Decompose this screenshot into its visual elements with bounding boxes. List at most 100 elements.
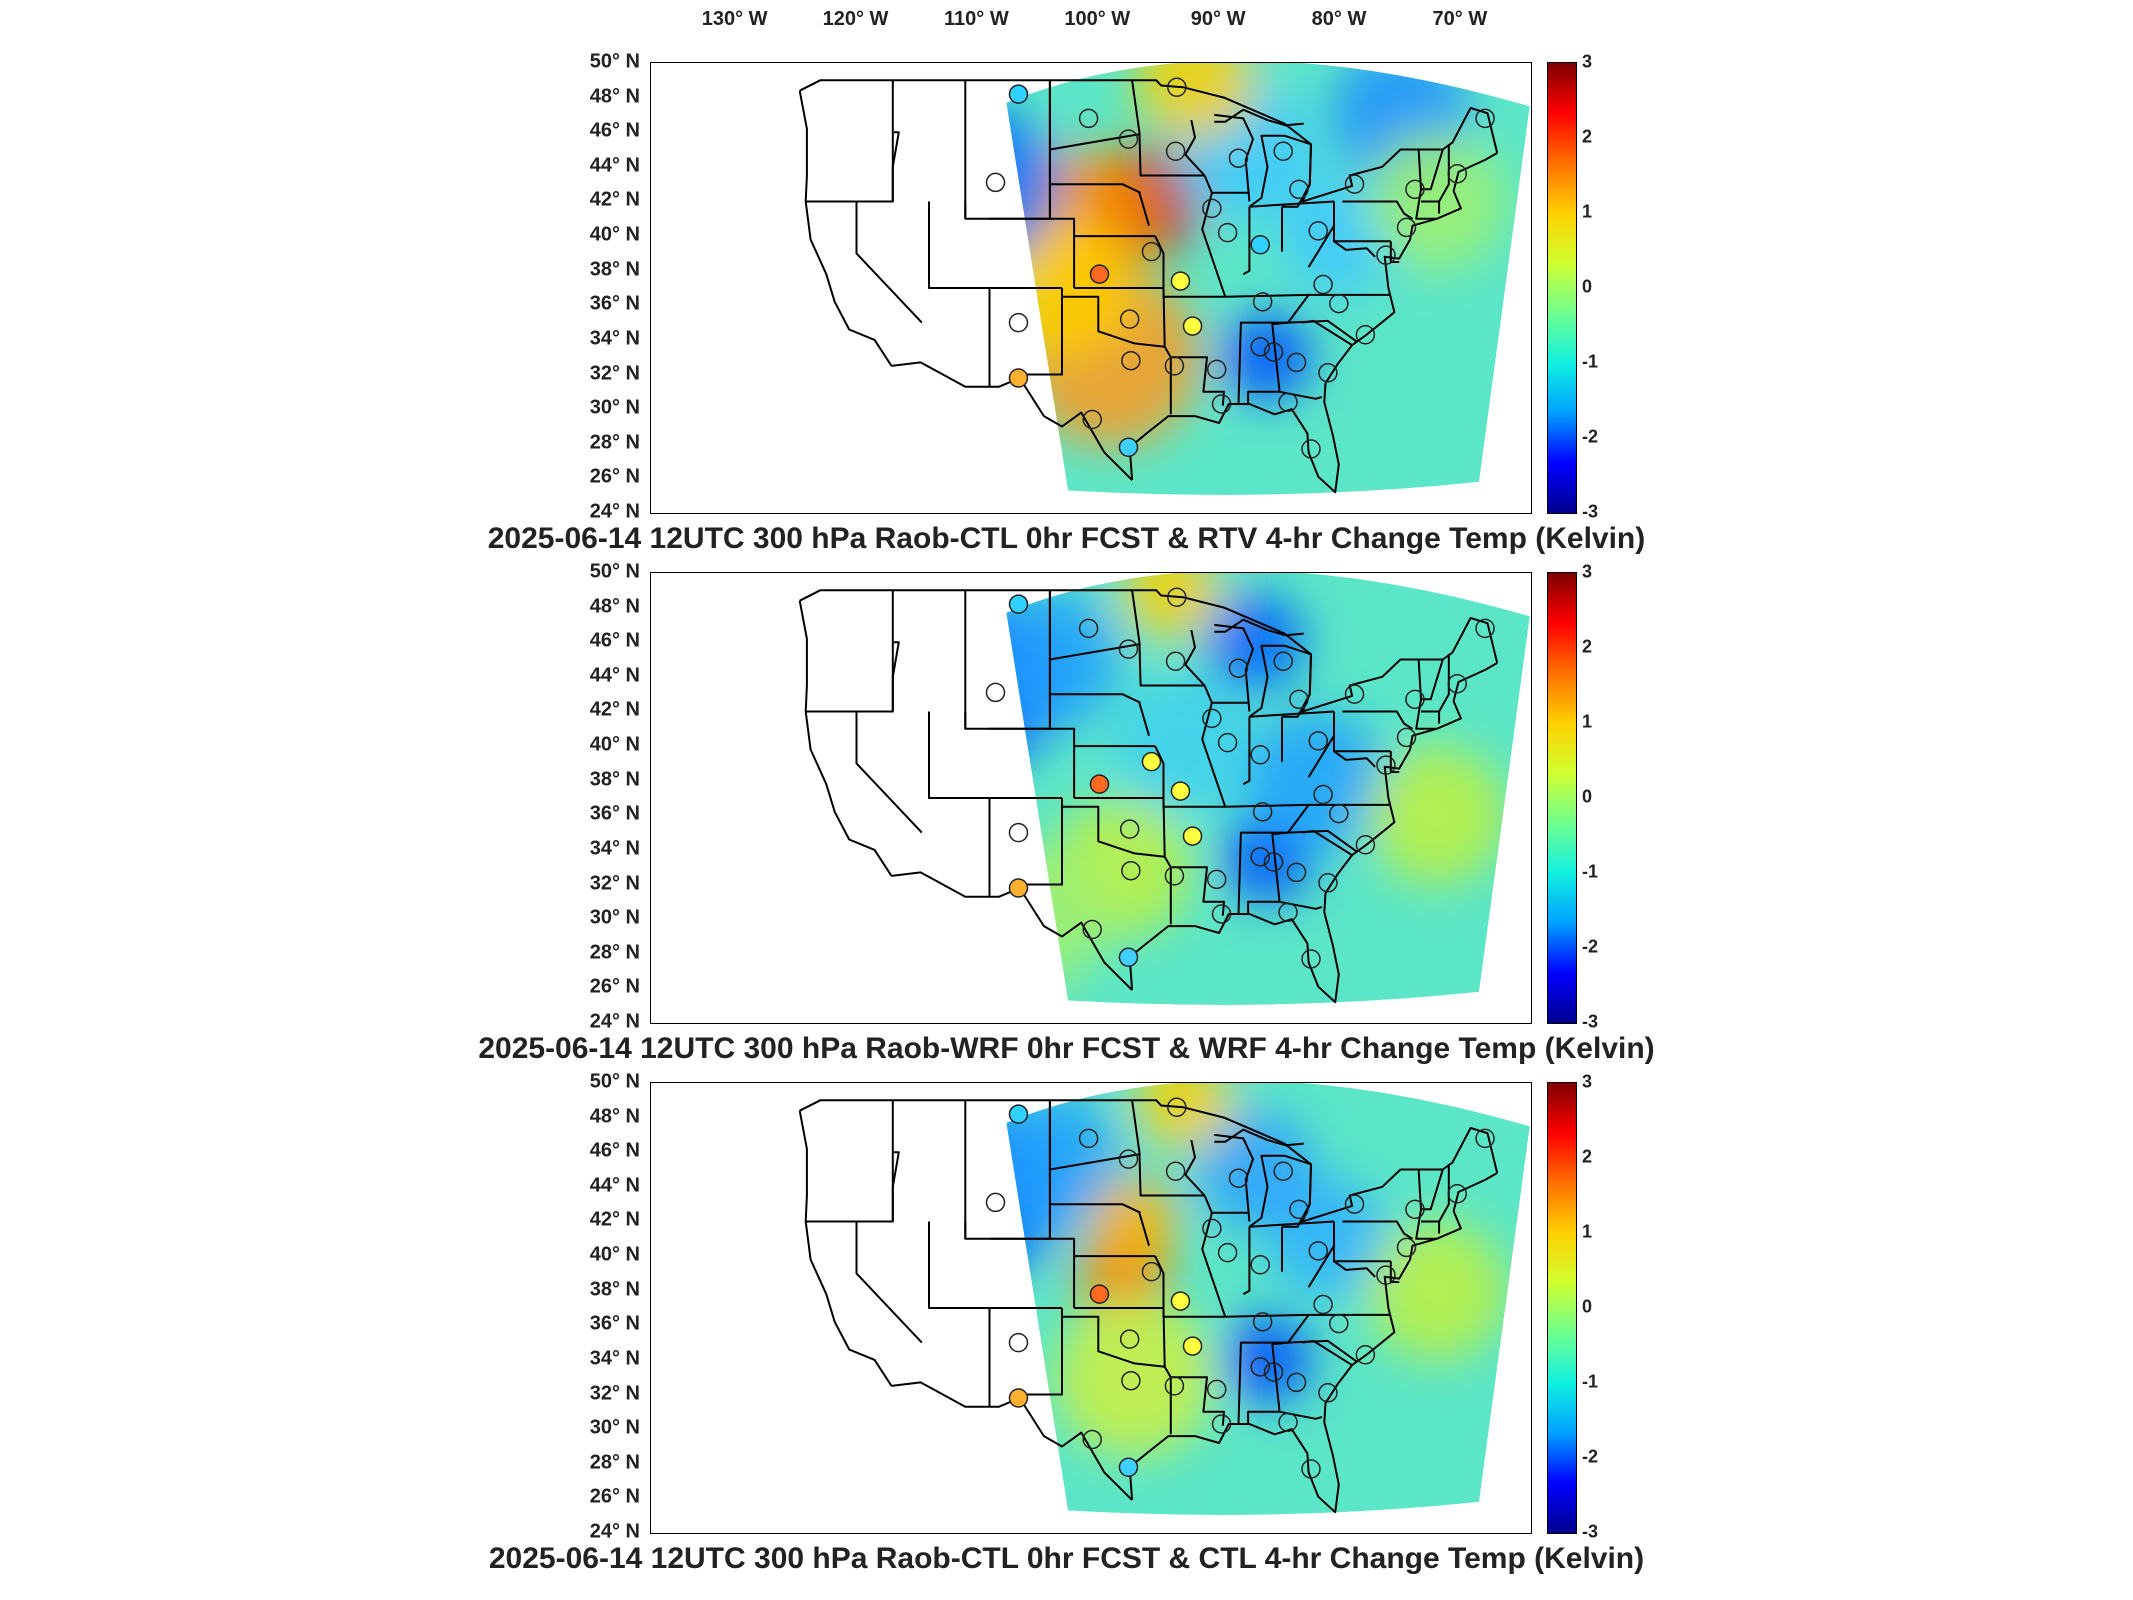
raob-station-marker bbox=[1089, 774, 1110, 794]
latitude-tick-label: 46° N bbox=[589, 629, 640, 652]
raob-station-marker bbox=[1250, 234, 1270, 255]
latitude-tick-label: 24° N bbox=[589, 1010, 640, 1033]
raob-stations bbox=[985, 77, 1495, 459]
raob-station-marker bbox=[1202, 1218, 1222, 1239]
raob-station-marker bbox=[1344, 174, 1365, 194]
raob-station-marker bbox=[1318, 363, 1338, 383]
colorbar-tick-label: 2 bbox=[1582, 636, 1593, 657]
panel-title: 2025-06-14 12UTC 300 hPa Raob-WRF 0hr FC… bbox=[478, 1032, 1655, 1065]
state-boundaries bbox=[798, 79, 1499, 494]
latitude-tick-label: 36° N bbox=[589, 292, 640, 315]
raob-station-marker bbox=[1165, 1161, 1186, 1182]
raob-station-marker bbox=[1202, 198, 1222, 219]
raob-station-marker bbox=[1217, 732, 1238, 753]
raob-station-marker bbox=[1355, 1344, 1376, 1365]
latitude-tick-label: 32° N bbox=[589, 872, 640, 895]
raob-station-marker bbox=[1252, 802, 1273, 822]
raob-station-marker bbox=[1376, 245, 1396, 265]
raob-station-marker bbox=[1119, 309, 1140, 329]
raob-station-marker bbox=[1405, 1199, 1425, 1220]
latitude-tick-label: 34° N bbox=[589, 837, 640, 860]
raob-station-marker bbox=[1250, 337, 1270, 357]
raob-station-marker bbox=[1008, 594, 1029, 614]
map-canvas bbox=[798, 573, 1530, 1005]
raob-station-marker bbox=[1273, 141, 1293, 162]
raob-station-marker bbox=[1164, 1376, 1185, 1396]
raob-station-marker bbox=[1344, 684, 1365, 704]
panel-title: 2025-06-14 12UTC 300 hPa Raob-CTL 0hr FC… bbox=[488, 1542, 1645, 1575]
temperature-field bbox=[1006, 63, 1530, 495]
raob-station-marker bbox=[1344, 1194, 1365, 1214]
raob-station-marker bbox=[1286, 1372, 1307, 1393]
longitude-tick-label: 80° W bbox=[1311, 8, 1367, 30]
raob-station-marker bbox=[1217, 1242, 1238, 1263]
raob-station-marker bbox=[1289, 1199, 1309, 1220]
field-anomaly bbox=[1366, 1220, 1507, 1361]
raob-station-marker bbox=[1278, 1412, 1298, 1432]
raob-station-marker bbox=[1475, 1128, 1495, 1149]
raob-station-marker bbox=[1228, 148, 1249, 168]
raob-station-marker bbox=[1078, 108, 1099, 129]
raob-station-marker bbox=[1273, 1161, 1293, 1182]
raob-station-marker bbox=[1286, 862, 1307, 883]
raob-station-marker bbox=[1206, 869, 1227, 890]
raob-station-marker bbox=[1289, 689, 1309, 710]
raob-station-marker bbox=[1252, 292, 1273, 312]
colorbar-tick-label: -2 bbox=[1582, 426, 1599, 447]
raob-station-marker bbox=[1250, 1357, 1270, 1377]
raob-station-marker bbox=[1170, 1291, 1191, 1311]
raob-station-marker bbox=[1329, 803, 1349, 824]
raob-station-marker bbox=[1167, 77, 1187, 97]
field-anomaly bbox=[1006, 104, 1058, 265]
colorbar-tick-label: 2 bbox=[1582, 1146, 1593, 1167]
field-anomaly bbox=[1366, 745, 1507, 886]
longitude-tick-label: 100° W bbox=[1064, 8, 1131, 30]
colorbar-tick-label: -2 bbox=[1582, 936, 1599, 957]
raob-station-marker bbox=[1396, 1237, 1417, 1258]
raob-station-marker bbox=[1118, 129, 1139, 149]
longitude-tick-label: 90° W bbox=[1190, 8, 1246, 30]
raob-station-marker bbox=[1308, 731, 1329, 751]
raob-station-marker bbox=[1211, 904, 1232, 924]
raob-station-marker bbox=[1475, 618, 1495, 639]
raob-station-marker bbox=[1008, 368, 1029, 388]
raob-station-marker bbox=[1008, 312, 1029, 333]
raob-station-marker bbox=[1286, 352, 1307, 373]
raob-station-marker bbox=[1165, 141, 1186, 162]
latitude-tick-label: 26° N bbox=[589, 465, 640, 488]
colorbar-tick-label: -1 bbox=[1582, 351, 1599, 372]
raob-stations bbox=[985, 587, 1495, 969]
colorbar-tick-label: 0 bbox=[1582, 276, 1593, 297]
colorbar bbox=[1547, 1082, 1577, 1534]
raob-station-marker bbox=[1376, 755, 1396, 775]
map-canvas bbox=[798, 63, 1530, 495]
raob-station-marker bbox=[1141, 241, 1162, 262]
colorbar-tick-label: 1 bbox=[1582, 711, 1593, 732]
raob-station-marker bbox=[1082, 919, 1102, 940]
raob-station-marker bbox=[1308, 1241, 1329, 1261]
latitude-tick-label: 34° N bbox=[589, 1347, 640, 1370]
raob-station-marker bbox=[1301, 949, 1321, 969]
latitude-tick-label: 32° N bbox=[589, 362, 640, 385]
raob-station-marker bbox=[985, 682, 1006, 703]
map-canvas bbox=[798, 1083, 1530, 1515]
latitude-tick-label: 40° N bbox=[589, 733, 640, 756]
raob-station-marker bbox=[1250, 1254, 1270, 1275]
raob-station-marker bbox=[1089, 264, 1110, 284]
latitude-tick-label: 48° N bbox=[589, 1105, 640, 1128]
raob-station-marker bbox=[1228, 1168, 1249, 1188]
raob-station-marker bbox=[1008, 878, 1029, 898]
map-panel bbox=[650, 572, 1532, 1024]
raob-stations bbox=[985, 1097, 1495, 1479]
raob-station-marker bbox=[1447, 1184, 1468, 1204]
latitude-tick-label: 30° N bbox=[589, 396, 640, 419]
raob-station-marker bbox=[1329, 1313, 1349, 1334]
raob-station-marker bbox=[1447, 674, 1468, 694]
raob-station-marker bbox=[1308, 221, 1329, 241]
raob-station-marker bbox=[1376, 1265, 1396, 1285]
raob-station-marker bbox=[1250, 744, 1270, 765]
latitude-tick-label: 26° N bbox=[589, 1485, 640, 1508]
raob-station-marker bbox=[1165, 651, 1186, 672]
raob-station-marker bbox=[1119, 819, 1140, 839]
raob-station-marker bbox=[1141, 751, 1162, 772]
